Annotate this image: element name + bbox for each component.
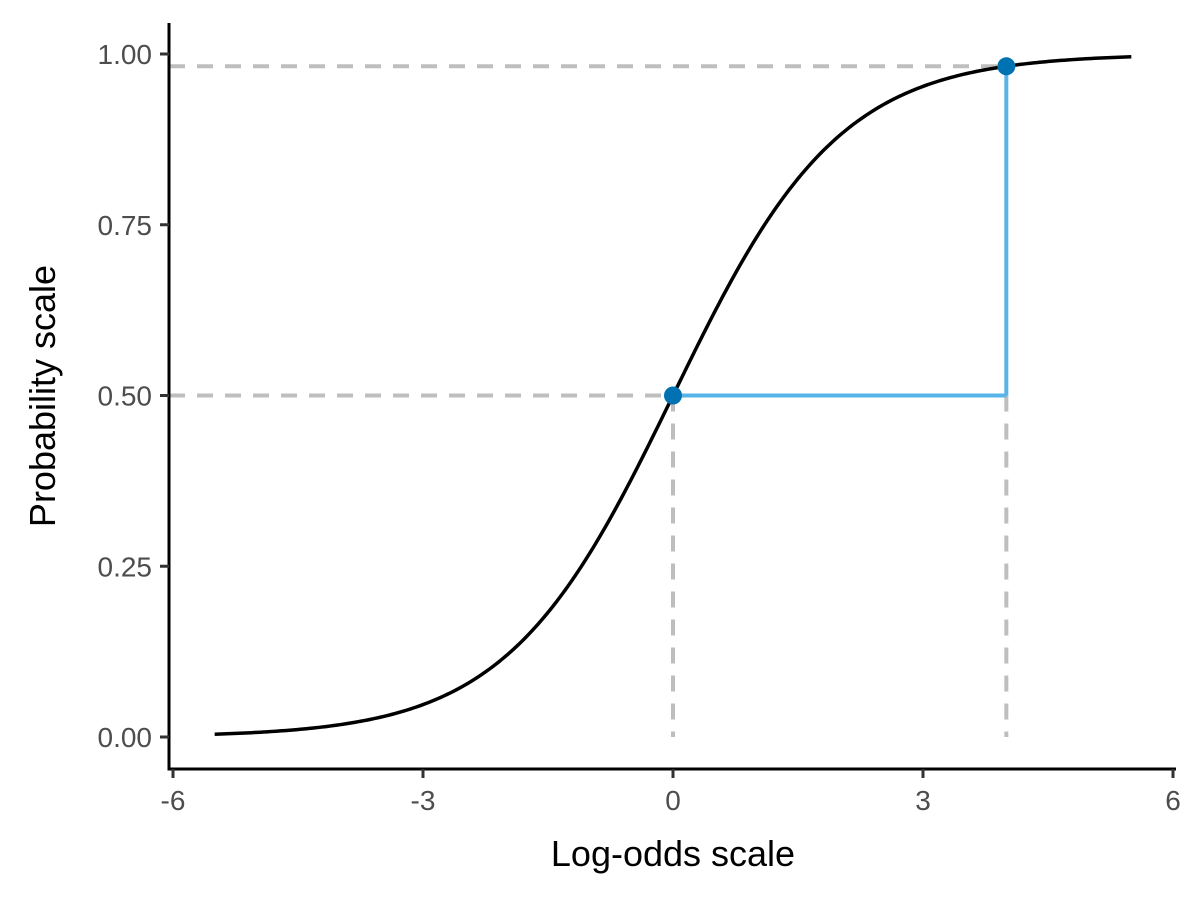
x-tick-label-4: 6 xyxy=(1165,785,1181,816)
x-tick-label-0: -6 xyxy=(161,785,186,816)
y-tick-label-1: 0.25 xyxy=(98,551,153,582)
y-tick-label-4: 1.00 xyxy=(98,39,153,70)
y-tick-label-3: 0.75 xyxy=(98,210,153,241)
x-tick-label-1: -3 xyxy=(411,785,436,816)
axes: -6 -3 0 3 6 0.00 0.25 0.50 0.75 1.00 xyxy=(98,23,1181,816)
data-points xyxy=(664,57,1016,405)
y-tick-label-2: 0.50 xyxy=(98,381,153,412)
x-axis-title: Log-odds scale xyxy=(551,833,795,874)
reference-lines xyxy=(169,64,1009,737)
y-tick-label-0: 0.00 xyxy=(98,722,153,753)
data-point-0 xyxy=(664,386,682,405)
y-axis-title: Probability scale xyxy=(22,265,63,527)
step-segments xyxy=(673,66,1009,398)
x-tick-label-3: 3 xyxy=(915,785,931,816)
x-tick-label-2: 0 xyxy=(665,785,681,816)
data-point-1 xyxy=(997,57,1016,76)
